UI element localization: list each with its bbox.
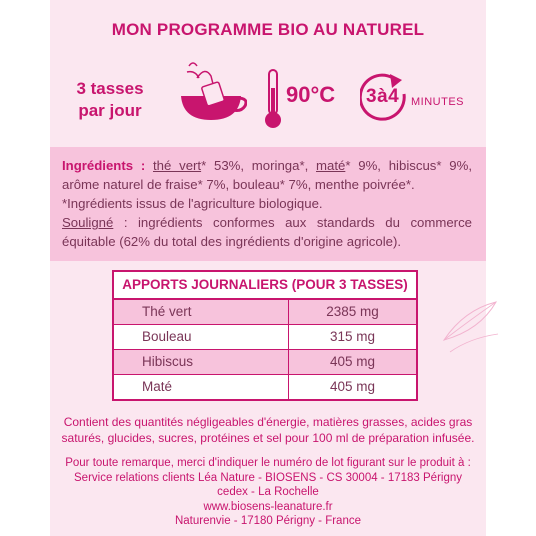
- cups-line-1: 3 tasses: [76, 79, 144, 98]
- table-row: Bouleau 315 mg: [112, 325, 418, 350]
- cups-per-day: 3 tasses par jour: [70, 78, 150, 122]
- ingredient-name: Thé vert: [114, 300, 289, 324]
- table-row: Thé vert 2385 mg: [112, 300, 418, 325]
- ingredient-name: Maté: [114, 375, 289, 399]
- daily-intake-title: APPORTS JOURNALIERS (POUR 3 TASSES): [112, 270, 418, 300]
- cups-line-2: par jour: [78, 101, 142, 120]
- nutrition-line-2: saturés, glucides, sucres, protéines et …: [61, 431, 475, 445]
- daily-intake-table: APPORTS JOURNALIERS (POUR 3 TASSES) Thé …: [112, 270, 418, 401]
- table-row: Maté 405 mg: [112, 375, 418, 401]
- infusion-time: 3à4: [366, 86, 400, 107]
- timer-icon: [360, 73, 406, 121]
- contact-info: Pour toute remarque, merci d'indiquer le…: [60, 456, 476, 529]
- thermometer-icon: [265, 69, 281, 128]
- ingredient-name: Bouleau: [114, 325, 289, 349]
- contact-line-4: Naturenvie - 17180 Périgny - France: [174, 515, 361, 527]
- contact-line-2: Service relations clients Léa Nature - B…: [74, 471, 462, 499]
- ingredient-amount: 2385 mg: [326, 304, 379, 319]
- ingredient-part: * 9%, hibiscus* 9%, arôme naturel de fra…: [62, 158, 472, 192]
- ingredient-part: * 53%, moringa*,: [201, 158, 317, 173]
- ingredients-list: Ingrédients : thé vert* 53%, moringa*, m…: [62, 156, 472, 194]
- ingredients-box: [50, 147, 486, 261]
- fair-trade-text: : ingrédients conformes aux standards du…: [62, 215, 472, 249]
- ingredient-amount: 405 mg: [329, 379, 376, 394]
- temperature-value: 90°C: [286, 82, 336, 107]
- ingredients-text: Ingrédients : thé vert* 53%, moringa*, m…: [62, 156, 472, 251]
- fair-trade-word: Souligné: [62, 215, 114, 230]
- infusion-time-unit: MINUTES: [411, 96, 464, 108]
- ingredient-amount: 315 mg: [329, 329, 376, 344]
- organic-note: *Ingrédients issus de l'agriculture biol…: [62, 196, 323, 211]
- contact-line-1: Pour toute remarque, merci d'indiquer le…: [65, 457, 471, 469]
- ingredient-part: thé vert: [153, 158, 202, 173]
- fair-trade-note: Souligné : ingrédients conformes aux sta…: [62, 213, 472, 251]
- ingredients-label: Ingrédients :: [62, 158, 146, 173]
- page-title: MON PROGRAMME BIO AU NATUREL: [111, 20, 425, 39]
- teacup-icon: [181, 62, 247, 120]
- ingredient-amount: 405 mg: [329, 354, 376, 369]
- ingredient-part: maté: [316, 158, 346, 173]
- table-row: Hibiscus 405 mg: [112, 350, 418, 375]
- leaf-icon: [442, 301, 499, 353]
- nutrition-line-1: Contient des quantités négligeables d'én…: [63, 415, 473, 429]
- website-link[interactable]: www.biosens-leanature.fr: [203, 500, 333, 513]
- ingredient-name: Hibiscus: [114, 350, 289, 374]
- nutrition-statement: Contient des quantités négligeables d'én…: [60, 414, 476, 446]
